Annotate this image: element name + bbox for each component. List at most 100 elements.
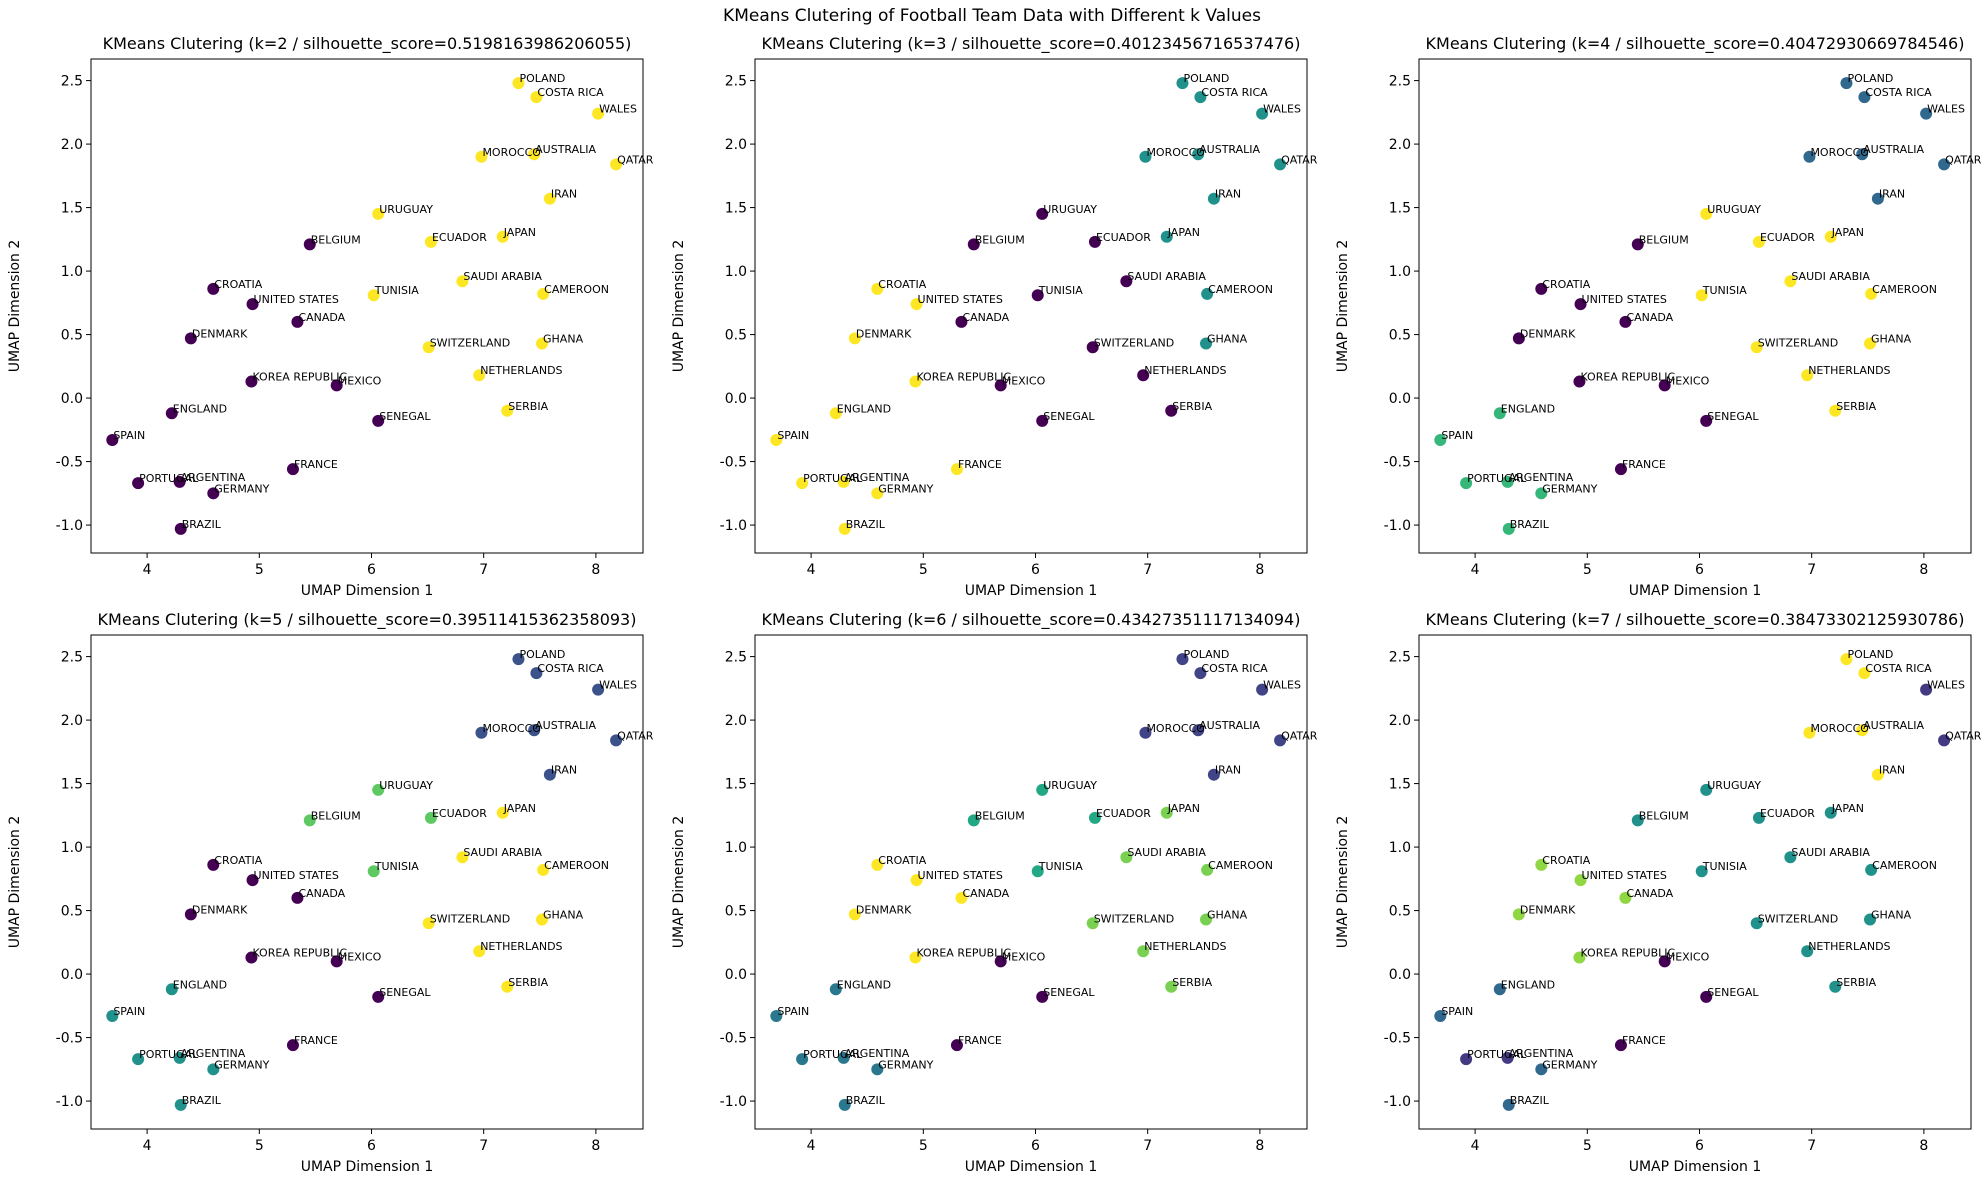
data-point xyxy=(165,407,178,420)
point-label: ENGLAND xyxy=(1501,402,1555,415)
data-point xyxy=(245,951,258,964)
y-tick-label: 2.0 xyxy=(1389,137,1411,153)
data-point xyxy=(1801,369,1814,382)
point-label: DENMARK xyxy=(1520,903,1576,916)
data-point xyxy=(1460,1053,1473,1066)
data-point xyxy=(1512,908,1525,921)
data-point xyxy=(1700,990,1713,1003)
point-label: URUGUAY xyxy=(1707,203,1761,216)
data-point xyxy=(1036,990,1049,1003)
point-label: DENMARK xyxy=(856,903,912,916)
data-point xyxy=(1858,667,1871,680)
data-point xyxy=(1031,289,1044,302)
plot-frame xyxy=(90,634,644,1130)
data-point xyxy=(871,487,884,500)
x-tick-label: 4 xyxy=(1471,562,1480,578)
data-point xyxy=(512,653,525,666)
data-point xyxy=(838,1098,851,1111)
data-point xyxy=(246,298,259,311)
point-label: MEXICO xyxy=(338,950,382,963)
data-point xyxy=(1938,158,1951,171)
y-tick-label: 1.5 xyxy=(725,201,747,217)
y-tick-label: 0.5 xyxy=(725,328,747,344)
point-label: BRAZIL xyxy=(182,1094,222,1107)
y-tick-label: 1.0 xyxy=(61,840,83,856)
point-label: AUSTRALIA xyxy=(1863,143,1924,156)
data-point xyxy=(1460,477,1473,490)
data-point xyxy=(1502,522,1515,535)
point-label: WALES xyxy=(1263,103,1301,116)
point-label: GERMANY xyxy=(1542,482,1597,495)
data-point xyxy=(1535,282,1548,295)
point-label: QATAR xyxy=(1281,153,1318,166)
x-axis-label: UMAP Dimension 1 xyxy=(965,583,1098,599)
data-point xyxy=(1573,951,1586,964)
data-point xyxy=(1614,1039,1627,1052)
y-tick-label: 2.0 xyxy=(725,713,747,729)
data-point xyxy=(950,1039,963,1052)
point-label: SENEGAL xyxy=(1707,410,1759,423)
data-point xyxy=(1501,1051,1514,1064)
point-label: SENEGAL xyxy=(379,986,431,999)
data-point xyxy=(967,238,980,251)
point-label: SAUDI ARABIA xyxy=(463,846,542,859)
data-point xyxy=(286,463,299,476)
plot-frame xyxy=(754,58,1308,554)
data-point xyxy=(1750,917,1763,930)
point-label: POLAND xyxy=(519,648,565,661)
x-tick-label: 7 xyxy=(1807,1138,1816,1154)
data-point xyxy=(1824,230,1837,243)
data-point xyxy=(303,238,316,251)
data-point xyxy=(530,91,543,104)
point-label: UNITED STATES xyxy=(1582,869,1667,882)
point-label: UNITED STATES xyxy=(254,293,339,306)
data-point xyxy=(871,282,884,295)
y-tick-label: 0.5 xyxy=(61,904,83,920)
x-tick-label: 4 xyxy=(143,1138,152,1154)
data-point xyxy=(1512,332,1525,345)
y-tick-label: 2.5 xyxy=(1389,74,1411,90)
subplot-4: KMeans Clutering (k=5 / silhouette_score… xyxy=(7,610,654,1175)
subplot-1: KMeans Clutering (k=2 / silhouette_score… xyxy=(7,34,654,599)
subplot-2: KMeans Clutering (k=3 / silhouette_score… xyxy=(671,34,1318,599)
point-label: FRANCE xyxy=(1622,458,1666,471)
data-point xyxy=(330,379,343,392)
data-point xyxy=(1176,653,1189,666)
data-point xyxy=(1865,287,1878,300)
data-point xyxy=(372,990,385,1003)
point-label: CAMEROON xyxy=(1872,859,1937,872)
point-label: PORTUGAL xyxy=(139,472,199,485)
data-point xyxy=(1840,77,1853,90)
data-point xyxy=(796,1053,809,1066)
point-label: QATAR xyxy=(1945,153,1982,166)
data-point xyxy=(1088,235,1101,248)
data-point xyxy=(174,522,187,535)
y-axis-label: UMAP Dimension 2 xyxy=(7,816,23,949)
y-tick-label: -1.0 xyxy=(1384,1094,1411,1110)
point-label: UNITED STATES xyxy=(254,869,339,882)
data-point xyxy=(1031,865,1044,878)
point-label: QATAR xyxy=(617,153,654,166)
point-label: CANADA xyxy=(298,311,345,324)
point-label: WALES xyxy=(1263,679,1301,692)
point-label: SWITZERLAND xyxy=(430,336,511,349)
point-label: UNITED STATES xyxy=(1582,293,1667,306)
y-tick-label: 2.5 xyxy=(61,74,83,90)
point-label: AUSTRALIA xyxy=(1199,143,1260,156)
point-label: AUSTRALIA xyxy=(1199,719,1260,732)
data-point xyxy=(372,207,385,220)
point-label: BRAZIL xyxy=(846,518,886,531)
figure-title: KMeans Clutering of Football Team Data w… xyxy=(723,6,1261,26)
point-label: SPAIN xyxy=(113,1005,145,1018)
data-point xyxy=(1088,811,1101,824)
data-point xyxy=(207,487,220,500)
x-tick-label: 5 xyxy=(255,1138,264,1154)
data-point xyxy=(910,874,923,887)
point-label: ENGLAND xyxy=(173,978,227,991)
point-label: ARGENTINA xyxy=(181,1047,246,1060)
point-label: JAPAN xyxy=(1831,802,1864,815)
data-point xyxy=(910,298,923,311)
x-tick-label: 7 xyxy=(1807,562,1816,578)
data-point xyxy=(1501,475,1514,488)
data-point xyxy=(1176,77,1189,90)
